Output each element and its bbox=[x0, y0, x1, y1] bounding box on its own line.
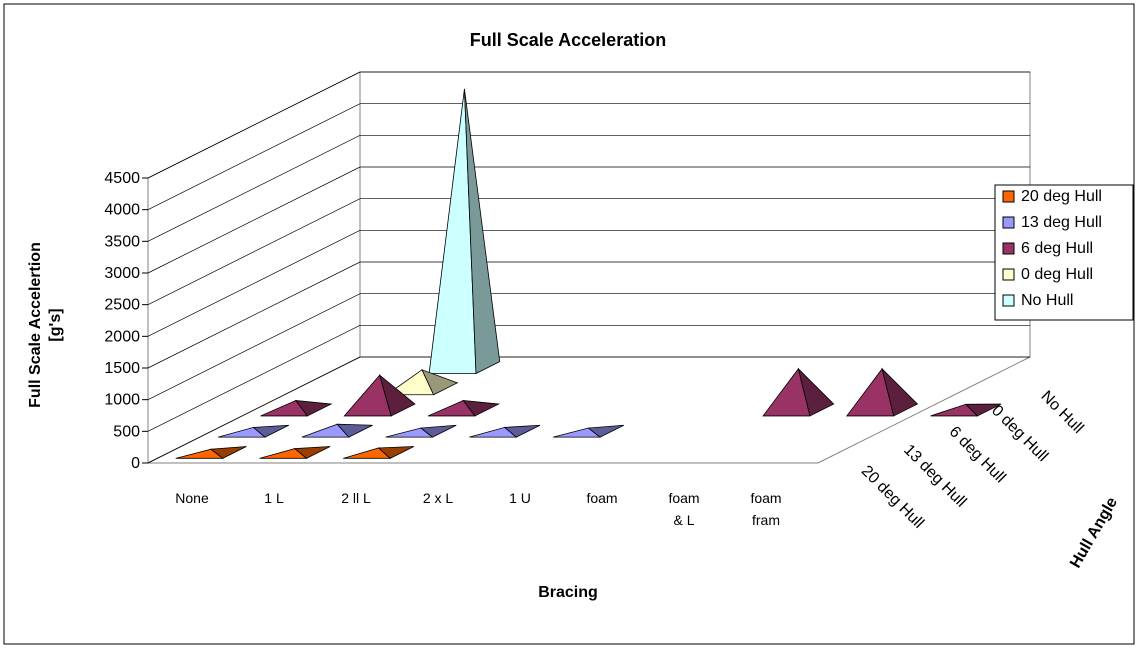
y-tick-label: 4000 bbox=[104, 202, 140, 219]
pyramid-side-face bbox=[336, 423, 373, 438]
legend-swatch bbox=[1002, 294, 1015, 307]
pyramid-bar bbox=[385, 424, 457, 438]
pyramid-bar bbox=[259, 446, 331, 459]
x-axis-title: Bracing bbox=[538, 584, 598, 601]
pyramid-bar bbox=[930, 403, 1002, 417]
pyramid-side-face bbox=[462, 400, 501, 417]
pyramid-bar bbox=[301, 423, 373, 438]
y-axis-title-line2: [g's] bbox=[47, 308, 64, 341]
pyramid-side-face bbox=[964, 403, 1002, 417]
legend-swatch bbox=[1002, 190, 1015, 203]
gridline bbox=[147, 71, 1030, 179]
pyramid-bar bbox=[218, 424, 289, 438]
pyramid-side-face bbox=[378, 374, 416, 417]
pyramid-bar bbox=[385, 369, 459, 396]
x-category-label: 1 L bbox=[264, 490, 284, 506]
y-tick-label: 1000 bbox=[104, 392, 140, 409]
chart-walls bbox=[147, 71, 1031, 464]
x-category-label: 1 U bbox=[509, 490, 531, 506]
y-tick-label: 500 bbox=[113, 423, 140, 440]
gridline bbox=[147, 103, 1030, 210]
x-category-label: foam bbox=[750, 490, 781, 506]
pyramid-bar bbox=[762, 367, 835, 417]
pyramid-side-face bbox=[464, 88, 501, 375]
x-category-label: None bbox=[175, 490, 209, 506]
gridline bbox=[147, 198, 1030, 305]
chart-title: Full Scale Acceleration bbox=[470, 30, 666, 50]
y-tick-label: 3000 bbox=[104, 265, 140, 282]
chart-bars bbox=[175, 88, 1002, 459]
legend-label: 6 deg Hull bbox=[1021, 240, 1093, 257]
x-category-label: foam bbox=[668, 490, 699, 506]
x-category-label: 2 ll L bbox=[341, 490, 371, 506]
pyramid-side-face bbox=[210, 446, 247, 459]
pyramid-bar bbox=[428, 88, 501, 375]
legend-swatch bbox=[1002, 242, 1015, 255]
y-tick-label: 2000 bbox=[104, 328, 140, 345]
pyramid-bar bbox=[343, 374, 416, 417]
x-category-label: & L bbox=[673, 512, 694, 528]
pyramid-side-face bbox=[377, 446, 415, 459]
pyramid-bar bbox=[175, 446, 247, 459]
x-category-label: foam bbox=[586, 490, 617, 506]
legend-label: 20 deg Hull bbox=[1021, 188, 1102, 205]
pyramid-side-face bbox=[421, 369, 459, 396]
legend-swatch bbox=[1002, 268, 1015, 281]
y-tick-label: 3500 bbox=[104, 233, 140, 250]
gridline bbox=[147, 324, 1030, 432]
gridline bbox=[147, 166, 1030, 274]
x-category-label: 2 x L bbox=[423, 490, 454, 506]
y-tick-label: 1500 bbox=[104, 360, 140, 377]
pyramid-bar bbox=[846, 367, 919, 417]
legend-label: No Hull bbox=[1021, 292, 1073, 309]
pyramid-bar bbox=[427, 400, 501, 417]
pyramid-side-face bbox=[252, 424, 289, 438]
x-category-label: fram bbox=[752, 512, 780, 528]
pyramid-bar bbox=[469, 424, 541, 438]
pyramid-side-face bbox=[881, 367, 919, 417]
pyramid-side-face bbox=[503, 424, 541, 438]
pyramid-bar bbox=[260, 400, 333, 417]
x-axis-categories: None 1 L 2 ll L 2 x L 1 U foam foam & L foam fram bbox=[175, 490, 781, 528]
pyramid-side-face bbox=[293, 446, 331, 459]
gridline bbox=[147, 261, 1030, 369]
pyramid-side-face bbox=[797, 367, 835, 417]
y-tick-label: 4500 bbox=[104, 170, 140, 187]
chart-gridlines bbox=[147, 71, 1030, 464]
pyramid-side-face bbox=[295, 400, 333, 417]
y-axis-ticks: 0 500 1000 1500 2000 2500 3000 3500 4000 4500 bbox=[104, 170, 148, 472]
pyramid-bar bbox=[553, 424, 624, 438]
y-tick-label: 2500 bbox=[104, 297, 140, 314]
legend-label: 13 deg Hull bbox=[1021, 214, 1102, 231]
y-axis-title-line1: Full Scale Accelertion bbox=[27, 242, 44, 408]
gridline bbox=[147, 134, 1030, 242]
legend-label: 0 deg Hull bbox=[1021, 266, 1093, 283]
chart-legend: 20 deg Hull 13 deg Hull 6 deg Hull 0 deg Hu… bbox=[994, 184, 1134, 321]
pyramid-side-face bbox=[419, 424, 457, 438]
gridline bbox=[147, 356, 1030, 464]
legend-box bbox=[994, 184, 1134, 321]
pyramid-side-face bbox=[587, 424, 624, 438]
y-tick-label: 0 bbox=[131, 455, 140, 472]
pyramid-bar bbox=[343, 446, 415, 459]
gridline bbox=[147, 229, 1030, 337]
gridline bbox=[147, 293, 1030, 400]
legend-swatch bbox=[1002, 216, 1015, 229]
